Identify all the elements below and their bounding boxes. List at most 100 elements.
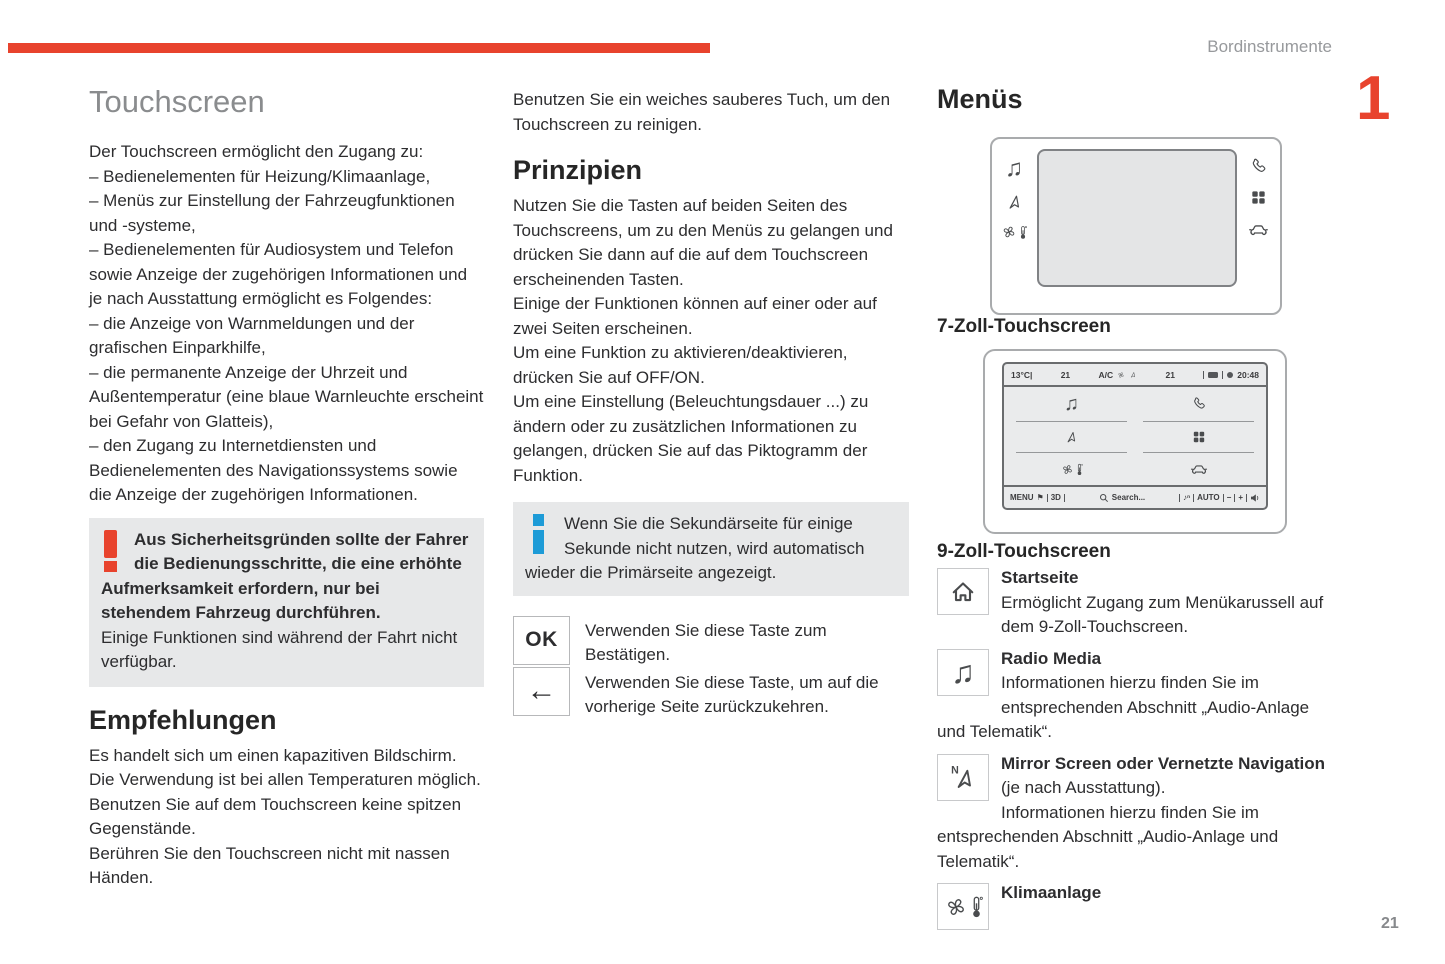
temp-zone-right: 21 xyxy=(1165,369,1175,380)
ac-label: A/C xyxy=(1098,369,1114,380)
status-bar: 13°C| 21 A/C 21 20:48 xyxy=(1004,364,1266,387)
phone-icon xyxy=(1249,157,1268,176)
bullet-item: – Bedienelementen für Heizung/Klimaanlag… xyxy=(89,166,431,186)
separator xyxy=(1203,370,1205,379)
item-text: Ermöglicht Zugang zum Menükarussell auf … xyxy=(1001,592,1324,637)
ok-button-description: Verwenden Sie diese Taste zum Bestätigen… xyxy=(585,620,827,665)
thermometer-icon xyxy=(1076,463,1083,476)
menu-legend: Startseite Ermöglicht Zugang zum Menükar… xyxy=(937,566,1333,931)
section-title-prinzipien: Prinzipien xyxy=(513,155,643,185)
chapter-header: Bordinstrumente xyxy=(1207,37,1332,56)
principle-text: Um eine Funktion zu aktivieren/deaktivie… xyxy=(513,343,848,387)
info-text: Wenn Sie die Sekundärseite für einige Se… xyxy=(525,514,865,582)
phone-status-icon xyxy=(1227,371,1234,378)
list-item: Mirror Screen oder Vernetzte Navigation … xyxy=(937,752,1333,875)
search-icon xyxy=(1099,493,1109,503)
note-icon: ♪ⁿ xyxy=(1182,493,1191,502)
item-subtitle: (je nach Ausstattung). xyxy=(1001,778,1166,797)
section-title-menus: Menüs xyxy=(937,84,1023,114)
column-middle: Benutzen Sie ein weiches sauberes Tuch, … xyxy=(513,0,909,720)
icon-box xyxy=(937,883,989,930)
search-label: Search... xyxy=(1111,493,1146,502)
warning-icon xyxy=(103,529,118,574)
icon-box xyxy=(937,753,989,801)
mirror-screen-icon xyxy=(1064,430,1079,445)
item-title: Startseite xyxy=(1001,568,1079,587)
touchscreen-9inch-illustration: 13°C| 21 A/C 21 20:48 xyxy=(983,349,1287,534)
mirror-screen-icon xyxy=(1005,193,1024,212)
reco-line: Es handelt sich um einen kapazitiven Bil… xyxy=(89,745,457,765)
bullet-item: – die Anzeige von Warnmeldungen und der … xyxy=(89,313,415,358)
separator xyxy=(1222,493,1224,502)
intro-text: Der Touchscreen ermöglicht den Zugang zu… xyxy=(89,142,424,161)
flag-icon: ⚑ xyxy=(1036,493,1044,502)
climate-icon xyxy=(1001,224,1027,240)
mirror-screen-icon xyxy=(948,762,978,792)
separator xyxy=(1246,493,1247,502)
bullet-item: – die permanente Anzeige der Uhrzeit und… xyxy=(89,362,484,431)
back-button-row: ← Verwenden Sie diese Taste, um auf die … xyxy=(513,666,909,720)
grid-cell xyxy=(1016,453,1127,485)
bullet-item: – Bedienelementen für Audiosystem und Te… xyxy=(89,240,468,308)
principle-text: Einige der Funktionen können auf einer o… xyxy=(513,294,877,338)
back-button-description: Verwenden Sie diese Taste, um auf die vo… xyxy=(585,672,879,717)
item-text: Informationen hierzu finden Sie im entsp… xyxy=(937,673,1310,741)
list-item: Startseite Ermöglicht Zugang zum Menükar… xyxy=(937,566,1333,640)
separator xyxy=(1046,493,1048,502)
menu-grid-icon xyxy=(1249,188,1268,207)
reco-line: Berühren Sie den Touchscreen nicht mit n… xyxy=(89,843,450,888)
minus-label: − xyxy=(1226,493,1232,502)
section-title-touchscreen: Touchscreen xyxy=(89,84,265,119)
side-buttons-left: ♫ xyxy=(997,157,1031,240)
screen-7inch xyxy=(1037,149,1237,287)
outside-temperature: 13°C| xyxy=(1011,369,1033,380)
item-text: Informationen hierzu finden Sie im entsp… xyxy=(937,802,1279,871)
screen-9inch: 13°C| 21 A/C 21 20:48 xyxy=(1002,362,1268,510)
music-note-icon: ♫ xyxy=(951,654,975,690)
grid-cell xyxy=(1143,387,1254,422)
clock: 20:48 xyxy=(1237,369,1260,380)
fan-icon xyxy=(1061,463,1074,476)
touchscreen-7inch-illustration: ♫ xyxy=(990,137,1282,315)
list-item: ♫ Radio Media Informationen hierzu finde… xyxy=(937,647,1333,745)
column-right: Menüs ♫ 7-Zoll-Touchscreen xyxy=(937,0,1333,964)
accent-bar xyxy=(8,43,710,53)
menu-label: MENU xyxy=(1010,493,1034,502)
music-note-icon: ♫ xyxy=(1064,393,1079,415)
bottom-bar: MENU ⚑ 3D Search... ♪ⁿ AUTO − + xyxy=(1004,485,1266,508)
ok-button-label: OK xyxy=(525,628,558,651)
fan-icon xyxy=(1001,224,1017,240)
menu-grid-icon xyxy=(1191,429,1207,445)
separator xyxy=(1193,493,1195,502)
principle-text: Um eine Einstellung (Beleuchtungsdauer .… xyxy=(513,392,869,485)
item-title: Klimaanlage xyxy=(1001,883,1102,902)
separator xyxy=(1063,493,1065,502)
mode-3d-label: 3D xyxy=(1050,493,1061,502)
item-title: Mirror Screen oder Vernetzte Navigation xyxy=(1001,753,1326,773)
item-title: Radio Media xyxy=(1001,648,1102,668)
grid-cell xyxy=(1143,422,1254,453)
plus-label: + xyxy=(1238,493,1243,502)
ok-button: OK xyxy=(513,615,570,665)
warning-box: Aus Sicherheitsgründen sollte der Fahrer… xyxy=(89,517,484,687)
auto-label: AUTO xyxy=(1197,493,1220,502)
thermometer-icon xyxy=(970,895,983,919)
back-button: ← xyxy=(513,666,570,716)
phone-icon xyxy=(1191,396,1207,412)
vehicle-icon xyxy=(1190,460,1208,478)
warning-bold-text: Aus Sicherheitsgründen sollte der Fahrer… xyxy=(101,529,469,623)
media-status-icon xyxy=(1208,371,1219,378)
caption-7inch: 7-Zoll-Touchscreen xyxy=(937,316,1111,337)
grid-cell: ♫ xyxy=(1016,387,1127,422)
chapter-number: 1 xyxy=(1356,64,1391,133)
home-icon xyxy=(948,577,978,607)
info-box: Wenn Sie die Sekundärseite für einige Se… xyxy=(513,502,909,596)
grid-cell xyxy=(1143,453,1254,485)
caption-9inch: 9-Zoll-Touchscreen xyxy=(937,541,1111,562)
fan-status-icon xyxy=(1117,371,1125,379)
side-buttons-right xyxy=(1241,157,1275,240)
bullet-item: – Menüs zur Einstellung der Fahrzeugfunk… xyxy=(89,191,455,235)
back-arrow-icon: ← xyxy=(526,674,557,707)
icon-box: ♫ xyxy=(937,648,989,696)
page-number: 21 xyxy=(1381,915,1399,932)
